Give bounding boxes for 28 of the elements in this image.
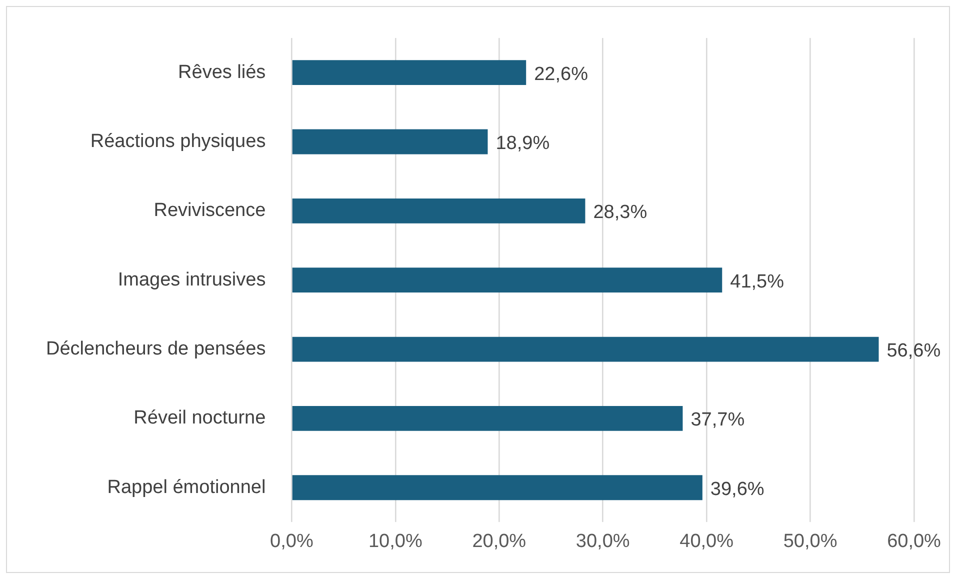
x-tick-label: 20,0%	[472, 530, 526, 552]
x-tick-label: 10,0%	[368, 530, 422, 552]
y-tick-label: Reviviscence	[154, 200, 266, 222]
y-tick-label: Réactions physiques	[90, 130, 266, 152]
data-label: 22,6%	[534, 64, 588, 85]
data-label: 18,9%	[496, 132, 550, 154]
y-tick-label: Rêves liés	[178, 62, 266, 83]
bar	[292, 475, 702, 500]
x-tick-label: 30,0%	[576, 530, 630, 552]
data-label: 39,6%	[710, 478, 764, 500]
y-tick-label: Réveil nocturne	[134, 408, 266, 429]
x-tick-label: 50,0%	[783, 530, 838, 552]
y-tick-label: Images intrusives	[118, 269, 266, 290]
y-tick-label: Déclencheurs de pensées	[46, 338, 266, 360]
data-label: 56,6%	[886, 340, 941, 362]
x-tick-label: 60,0%	[887, 530, 942, 552]
bar	[292, 406, 683, 431]
bar	[292, 60, 526, 86]
bar	[292, 268, 722, 293]
x-tick-label: 40,0%	[680, 530, 734, 552]
bar	[292, 198, 586, 224]
bar	[292, 336, 879, 362]
y-tick-label: Rappel émotionnel	[107, 476, 266, 498]
data-label: 37,7%	[690, 410, 745, 431]
x-tick-label: 0,0%	[270, 530, 314, 552]
data-label: 41,5%	[730, 271, 784, 292]
data-label: 28,3%	[593, 202, 648, 224]
bar	[292, 129, 488, 154]
